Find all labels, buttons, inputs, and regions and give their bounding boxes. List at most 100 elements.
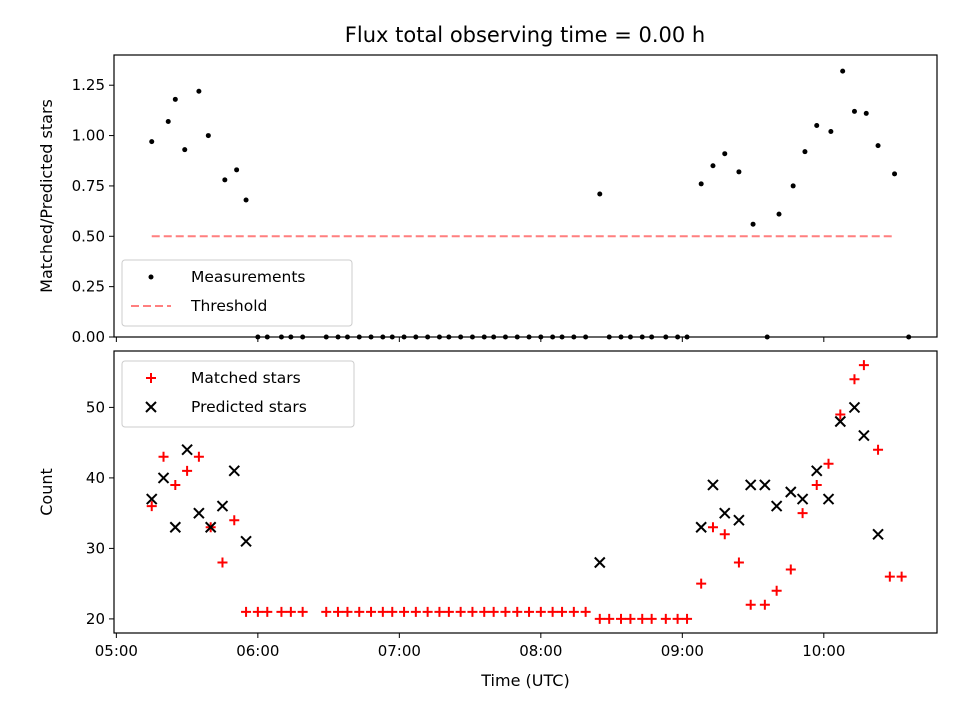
data-point: [158, 451, 169, 462]
legend: Measurements Threshold: [121, 259, 353, 327]
data-point: [366, 606, 377, 617]
data-point: [771, 585, 782, 596]
data-point: [255, 334, 261, 340]
data-point: [906, 334, 912, 340]
data-point: [344, 334, 350, 340]
data-point: [165, 118, 171, 124]
data-point: [182, 465, 193, 476]
data-point: [342, 606, 353, 617]
data-point: [410, 606, 421, 617]
data-point: [770, 500, 783, 512]
data-point: [228, 465, 240, 477]
data-point: [583, 334, 589, 340]
data-point: [170, 479, 181, 490]
data-point: [241, 606, 252, 617]
data-point: [288, 334, 294, 340]
legend-label: Matched stars: [191, 369, 301, 387]
data-point: [594, 613, 605, 624]
data-point: [776, 211, 782, 217]
y-tick-label: 20: [86, 610, 105, 628]
data-point: [234, 167, 240, 173]
data-point: [300, 334, 306, 340]
y-tick-label: 50: [86, 398, 105, 416]
data-point: [823, 458, 834, 469]
data-point: [389, 334, 395, 340]
data-point: [455, 606, 466, 617]
legend-label: Predicted stars: [191, 398, 307, 416]
data-point: [580, 606, 591, 617]
data-point: [276, 606, 287, 617]
y-tick-label: 1.25: [72, 76, 105, 94]
y-tick-label: 1.00: [72, 127, 105, 145]
data-point: [149, 139, 155, 145]
data-point: [604, 613, 615, 624]
data-point: [707, 522, 718, 533]
data-point: [491, 334, 497, 340]
data-point: [695, 521, 707, 533]
x-tick-label: 07:00: [378, 642, 421, 660]
data-point: [547, 606, 558, 617]
legend-label: Measurements: [191, 268, 306, 286]
legend-box: [121, 259, 353, 327]
data-point: [710, 163, 716, 169]
data-point: [834, 415, 847, 428]
data-point: [597, 191, 603, 197]
data-point: [387, 606, 398, 617]
data-point: [436, 334, 442, 340]
data-point: [182, 147, 188, 153]
data-point: [872, 528, 884, 541]
axes-frame: [113, 350, 938, 634]
data-point: [550, 334, 556, 340]
data-point: [172, 96, 178, 102]
data-point: [356, 334, 362, 340]
data-point: [538, 334, 544, 340]
data-point: [797, 508, 808, 519]
data-point: [278, 334, 284, 340]
data-point: [434, 606, 445, 617]
data-point: [875, 143, 881, 149]
data-point: [722, 151, 728, 157]
y-tick-label: 0.25: [72, 278, 105, 296]
data-point: [458, 334, 464, 340]
data-point: [696, 578, 707, 589]
data-point: [750, 221, 756, 227]
data-point: [512, 606, 523, 617]
data-point: [243, 197, 249, 203]
data-point: [479, 606, 490, 617]
data-point: [526, 334, 532, 340]
data-point: [557, 606, 568, 617]
data-point: [196, 88, 202, 94]
legend-label: Threshold: [190, 297, 267, 315]
legend: Matched stars Predicted stars: [121, 360, 355, 428]
data-point: [354, 606, 365, 617]
data-point: [858, 429, 870, 442]
data-point: [663, 334, 669, 340]
count-plot: 20 30 40 50 05:00 06:00 07:00 08:00 09:00 10:00 Co…: [37, 350, 938, 690]
data-point: [514, 334, 520, 340]
data-point: [323, 334, 329, 340]
data-point: [335, 334, 341, 340]
data-point: [469, 334, 475, 340]
data-point: [401, 334, 407, 340]
x-tick-label: 05:00: [95, 642, 138, 660]
data-point: [660, 613, 671, 624]
data-point: [568, 606, 579, 617]
data-point: [481, 334, 487, 340]
y-tick-label: 0.00: [72, 328, 105, 346]
data-point: [216, 500, 229, 512]
data-point: [814, 123, 820, 128]
data-point: [618, 334, 624, 340]
y-tick-label: 0.75: [72, 177, 105, 195]
data-point: [840, 68, 846, 74]
data-point: [169, 521, 182, 533]
data-point: [896, 571, 907, 582]
data-point: [811, 465, 823, 477]
data-point: [333, 606, 344, 617]
data-point: [684, 334, 690, 340]
series-matched-stars: [146, 360, 907, 624]
data-point: [502, 334, 508, 340]
data-point: [627, 334, 633, 340]
data-point: [707, 479, 719, 491]
data-point: [193, 451, 204, 462]
